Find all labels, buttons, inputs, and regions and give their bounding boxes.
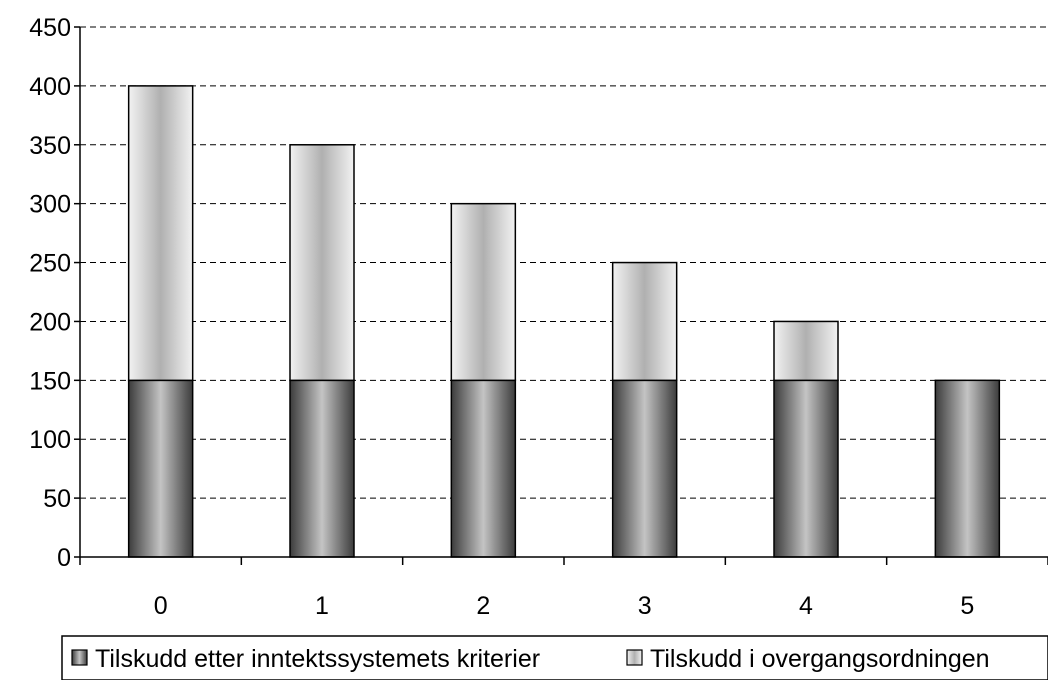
legend: Tilskudd etter inntektssystemets kriteri… — [61, 635, 1048, 680]
x-tick-label: 4 — [799, 592, 813, 620]
y-tick-label: 250 — [29, 250, 71, 278]
axes — [79, 27, 1048, 558]
bar-1-cat-4 — [773, 379, 839, 558]
bar-2-cat-0 — [127, 85, 194, 382]
bar-2-cat-2 — [450, 202, 517, 382]
y-axis-tick-labels: 0 50 100 150 200 250 300 350 400 450 — [29, 14, 80, 572]
x-tick-label: 2 — [476, 592, 490, 620]
bar-2-cat-1 — [289, 144, 355, 382]
bar-1-cat-2 — [450, 379, 517, 558]
plot-area: 0 50 100 150 200 250 300 350 400 450 0 1 2 3 4 5 — [29, 14, 1048, 620]
y-tick-label: 400 — [29, 73, 71, 101]
gridlines — [80, 26, 1048, 499]
legend-label-series-2: Tilskudd i overgangsordningen — [650, 645, 990, 673]
legend-box — [61, 635, 1048, 680]
y-tick-label: 50 — [43, 485, 71, 513]
y-tick-label: 300 — [29, 191, 71, 219]
x-tick-label: 5 — [960, 592, 974, 620]
bar-1-cat-1 — [289, 379, 355, 558]
bar-1-cat-5 — [934, 379, 1001, 558]
bars — [127, 85, 1001, 558]
y-tick-label: 200 — [29, 308, 71, 336]
x-tick-label: 3 — [638, 592, 652, 620]
y-tick-label: 100 — [29, 426, 71, 454]
bar-1-cat-3 — [611, 379, 678, 558]
y-tick-label: 0 — [57, 544, 71, 572]
x-axis-tick-labels: 0 1 2 3 4 5 — [79, 557, 1048, 620]
legend-label-series-1: Tilskudd etter inntektssystemets kriteri… — [95, 645, 540, 673]
x-tick-label: 1 — [315, 592, 329, 620]
legend-swatch-series-2 — [626, 649, 643, 666]
bar-1-cat-0 — [127, 379, 194, 558]
y-tick-label: 350 — [29, 132, 71, 160]
y-tick-label: 450 — [29, 14, 71, 42]
bar-2-cat-3 — [611, 261, 678, 382]
bar-2-cat-4 — [773, 320, 839, 382]
y-tick-label: 150 — [29, 367, 71, 395]
x-tick-label: 0 — [154, 592, 168, 620]
legend-swatch-series-1 — [71, 649, 88, 666]
